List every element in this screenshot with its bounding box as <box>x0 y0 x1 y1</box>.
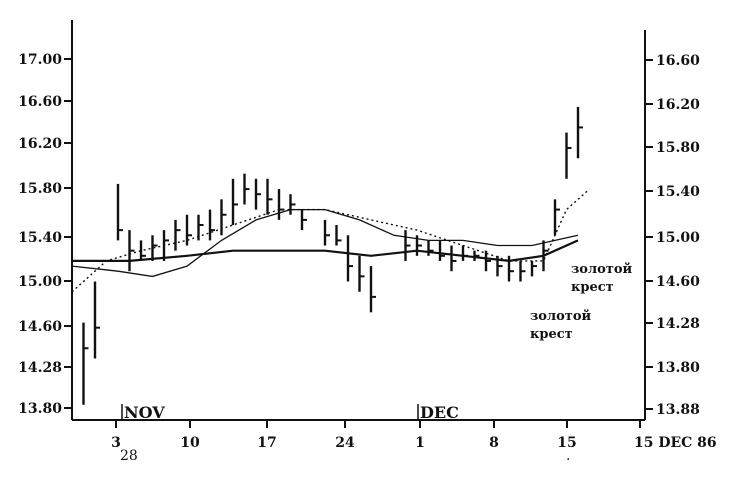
axes <box>71 20 646 421</box>
x-tick-label: 1 <box>415 435 425 451</box>
left-tick-label: 17.00 <box>18 52 62 68</box>
annotation-label: золотой крест <box>571 262 633 295</box>
x-tick-label: 15 DEC 86 <box>634 435 717 451</box>
month-label: NOV <box>124 403 165 422</box>
right-tick-label: 16.20 <box>656 97 700 113</box>
left-tick-label: 16.20 <box>18 136 62 152</box>
annotation-label: золотой крест <box>530 309 592 342</box>
right-axis-ticks: 13.88 13.80 14.28 14.60 15.00 15.40 15.80 16.20… <box>645 53 700 418</box>
x-tick-label: 24 <box>335 435 355 451</box>
month-label: DEC <box>420 403 459 422</box>
left-axis-ticks: 13.80 14.28 14.60 15.00 15.40 15.80 16.20 16.60… <box>18 52 72 417</box>
stray-dot: . <box>566 448 570 464</box>
left-tick-label: 16.60 <box>18 94 62 110</box>
left-tick-label: 14.60 <box>18 319 62 335</box>
right-tick-label: 15.40 <box>656 184 700 200</box>
left-tick-label: 15.40 <box>18 230 62 246</box>
moving-average-line <box>71 208 579 278</box>
x-axis-ticks: 3 10 17 24 1 8 15 15 DEC 86 <box>111 420 717 451</box>
moving-averages <box>71 188 590 293</box>
left-tick-label: 13.80 <box>18 401 62 417</box>
moving-average-line <box>71 188 590 293</box>
left-tick-label: 15.80 <box>18 181 62 197</box>
x-tick-label: 17 <box>257 435 276 451</box>
price-bars <box>82 106 583 405</box>
right-tick-label: 14.28 <box>656 316 700 332</box>
page-number: 28 <box>120 448 138 464</box>
annotations: золотой крест золотой крест <box>530 262 633 342</box>
right-tick-label: 13.80 <box>656 360 700 376</box>
right-tick-label: 16.60 <box>656 53 700 69</box>
right-tick-label: 15.00 <box>656 230 700 246</box>
x-tick-label: 15 <box>557 435 576 451</box>
month-labels: NOV DEC <box>121 403 459 422</box>
right-tick-label: 15.80 <box>656 140 700 156</box>
left-tick-label: 15.00 <box>18 274 62 290</box>
right-tick-label: 14.60 <box>656 274 700 290</box>
left-tick-label: 14.28 <box>18 360 62 376</box>
x-tick-label: 3 <box>111 435 121 451</box>
right-tick-label: 13.88 <box>656 402 700 418</box>
x-tick-label: 10 <box>180 435 200 451</box>
x-tick-label: 8 <box>489 435 499 451</box>
